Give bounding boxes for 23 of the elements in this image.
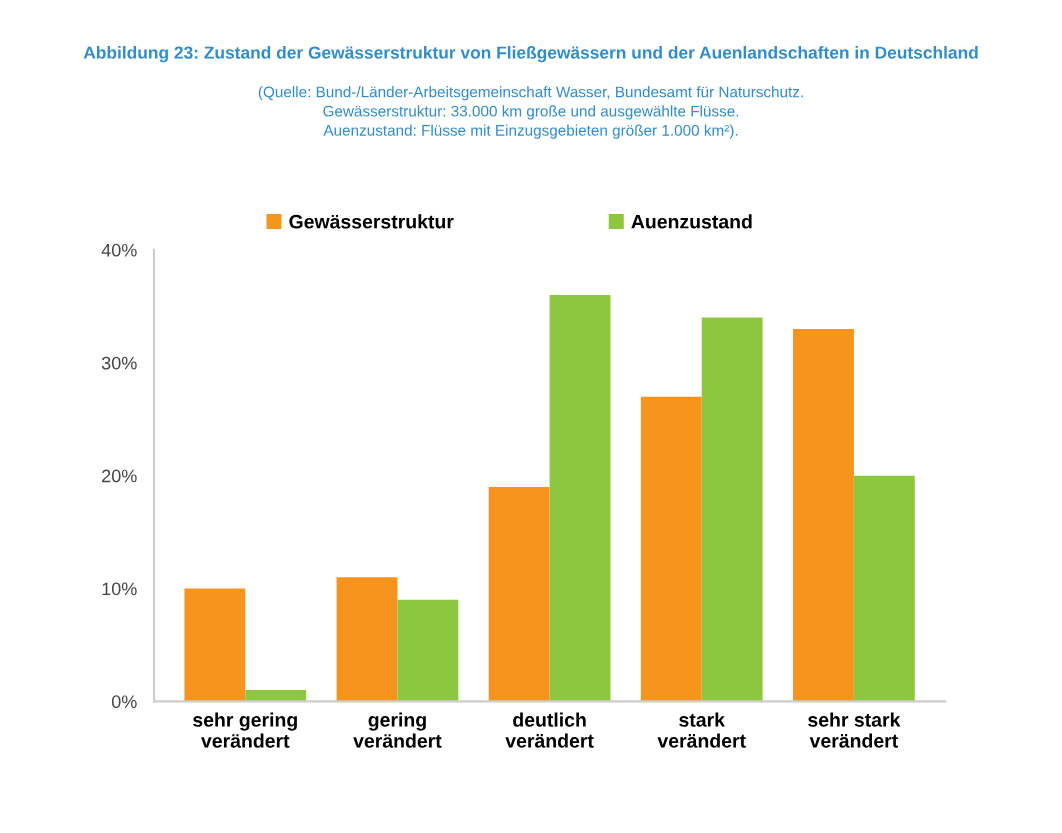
bar xyxy=(184,588,246,702)
bar xyxy=(549,295,611,702)
x-tick-label: deutlich verändert xyxy=(505,712,594,748)
bar xyxy=(853,475,915,702)
y-tick-label: 40% xyxy=(101,243,137,257)
x-tick-label: sehr stark verändert xyxy=(808,712,901,748)
x-tick-label: gering verändert xyxy=(353,712,442,748)
x-tick-label: sehr gering verändert xyxy=(193,712,297,748)
chart-title: Abbildung 23: Zustand der Gewässerstruktur von Fließgewässern und der Auenlandschaften in Deutschland xyxy=(83,46,978,63)
legend-label: Gewässerstruktur xyxy=(289,214,454,229)
bar xyxy=(701,317,763,702)
y-tick-label: 0% xyxy=(111,695,137,709)
y-tick-label: 30% xyxy=(101,356,137,370)
chart-subtitle: (Quelle: Bund-/Länder-Arbeitsgemeinschaft Wasser, Bundesamt für Naturschutz. Gewässerstruktur: 33.000 km große und ausgewählte Flüsse. Auenzustand: Flüsse mit Einzugsgebieten größer 1.000 km²). xyxy=(258,86,803,139)
y-tick-label: 20% xyxy=(102,469,137,483)
bar xyxy=(793,328,854,702)
legend-label: Auenzustand xyxy=(631,214,752,229)
x-tick-label: stark verändert xyxy=(657,712,746,748)
bar xyxy=(488,486,550,702)
bar xyxy=(397,599,459,702)
y-tick-label: 10% xyxy=(102,582,137,596)
bar xyxy=(640,396,702,702)
bar xyxy=(336,577,398,702)
